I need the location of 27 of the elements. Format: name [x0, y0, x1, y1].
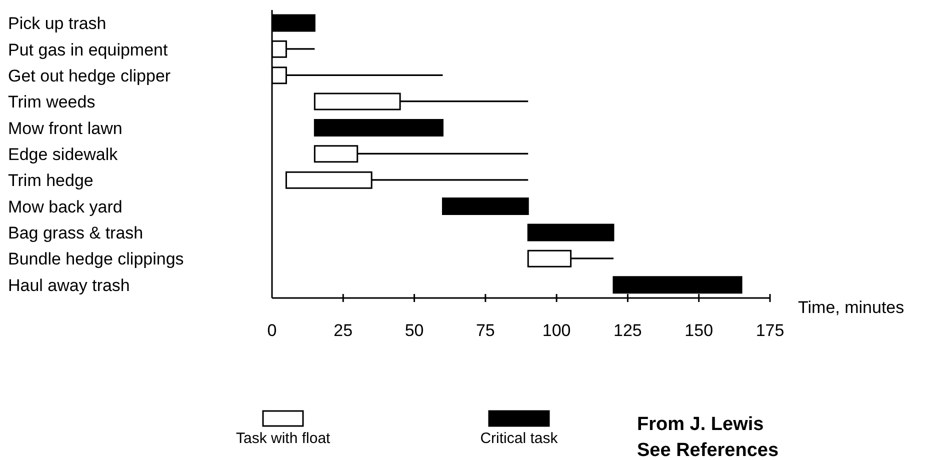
x-tick-label: 50 — [404, 321, 424, 340]
x-tick-label: 0 — [267, 321, 277, 340]
y-tick-label: Bundle hedge clippings — [8, 250, 184, 269]
y-tick-label: Pick up trash — [8, 14, 106, 34]
y-tick-label: Trim weeds — [8, 92, 96, 112]
bar — [314, 118, 444, 136]
y-tick-label: Get out hedge clipper — [8, 66, 171, 86]
legend-label: Critical task — [480, 430, 558, 447]
text: See References — [637, 439, 779, 460]
y-tick-label: Edge sidewalk — [8, 145, 118, 164]
y-tick-label: Trim hedge — [8, 171, 94, 190]
x-tick-label: 100 — [542, 321, 571, 340]
y-tick-label: Bag grass & trash — [8, 224, 144, 243]
x-tick-label: 25 — [334, 321, 353, 340]
y-tick-label: Haul away trash — [8, 276, 130, 295]
y-tick-label: Mow front lawn — [8, 118, 122, 138]
x-tick-label: 150 — [684, 321, 714, 340]
x-tick-label: 175 — [756, 321, 784, 340]
text: From J. Lewis — [637, 413, 765, 437]
legend-label: Task with float — [236, 430, 330, 447]
y-tick-label: Mow back yard — [8, 197, 122, 216]
bar — [442, 198, 529, 216]
x-axis-title: Time, minutes — [798, 298, 904, 318]
y-tick-label: Put gas in equipment — [8, 40, 168, 60]
x-tick-label: 75 — [476, 321, 495, 340]
x-tick-label: 125 — [614, 321, 642, 340]
bar — [527, 224, 614, 242]
